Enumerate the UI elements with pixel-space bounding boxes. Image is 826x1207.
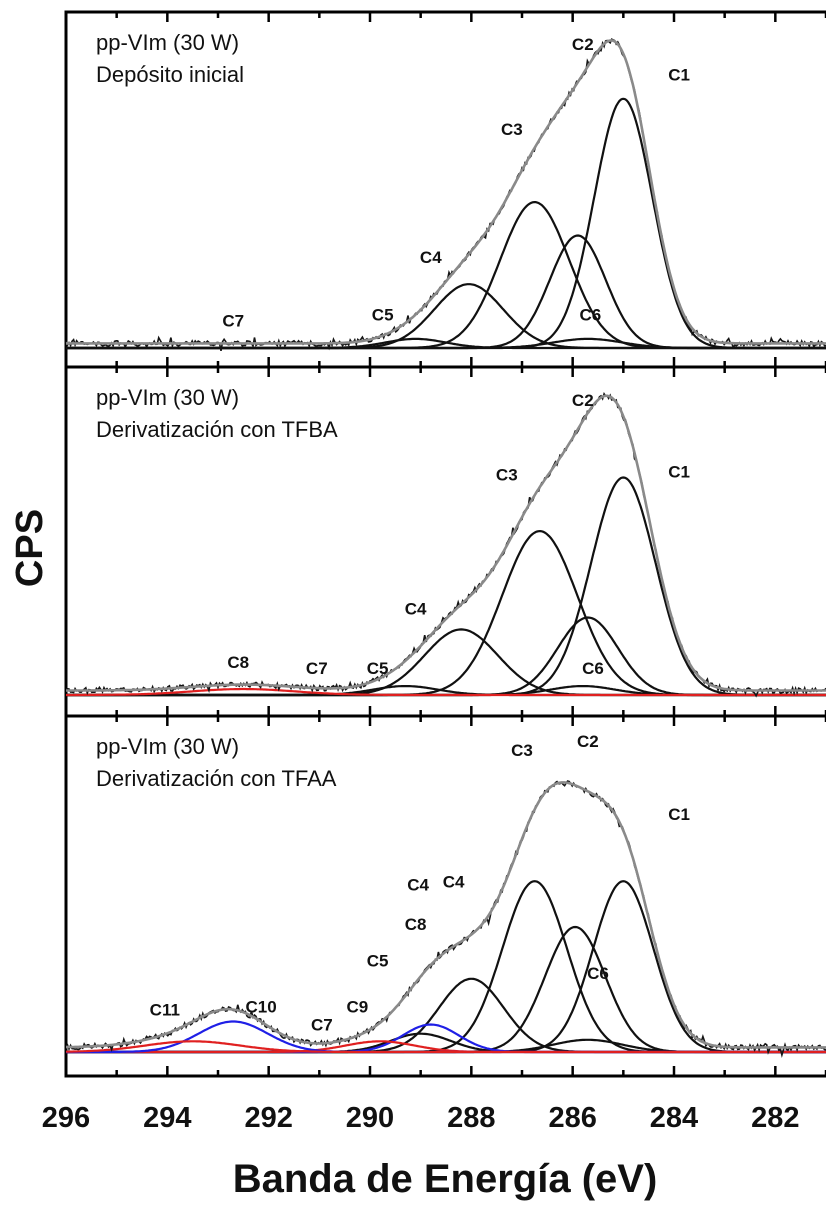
panel-title-line: Derivatización con TFBA — [96, 417, 338, 442]
peak-label-c3: C3 — [496, 465, 518, 484]
fit-envelope — [66, 394, 826, 692]
x-tick-label: 296 — [42, 1102, 90, 1134]
x-tick-labels: 296 294 292 290 288 286 284 282 — [42, 1102, 800, 1134]
peak-label-c1: C1 — [668, 65, 690, 84]
peak-label-c4: C4 — [405, 600, 427, 619]
peak-label-c6: C6 — [587, 964, 609, 983]
x-tick-label: 288 — [447, 1102, 495, 1134]
peak-label-c4: C4 — [443, 872, 465, 891]
component-curve-c8 — [66, 687, 826, 697]
peak-label-c7: C7 — [306, 659, 328, 678]
panel-title-line: Derivatización con TFAA — [96, 766, 337, 791]
peak-label-c7: C7 — [222, 312, 244, 331]
peak-label-c6: C6 — [580, 306, 602, 325]
x-axis-label: Banda de Energía (eV) — [233, 1157, 658, 1201]
peak-label-c5: C5 — [367, 659, 389, 678]
measured-spectrum — [65, 780, 826, 1059]
panel-2: pp-VIm (30 W) Derivatización con TFBA C1 C2… — [64, 365, 826, 718]
component-curve-c3 — [66, 201, 826, 350]
component-curve-c1 — [66, 97, 826, 350]
x-tick-label: 290 — [346, 1102, 394, 1134]
component-curve-c3 — [66, 529, 826, 697]
component-curve-c4 — [66, 283, 826, 350]
peak-label-c2: C2 — [577, 732, 599, 751]
fit-envelope — [66, 781, 826, 1049]
peak-label-c7: C7 — [311, 1016, 333, 1035]
peak-label-c4: C4 — [407, 875, 429, 894]
panel-3: pp-VIm (30 W) Derivatización con TFAA C1 C… — [64, 714, 826, 1078]
peak-label-c10: C10 — [245, 997, 276, 1016]
peak-label-c4: C4 — [420, 248, 442, 267]
panel-1: pp-VIm (30 W) Depósito inicial C1 C2 C3 C4 C5 C… — [64, 10, 826, 369]
peak-label-c1: C1 — [668, 805, 690, 824]
panels-group: pp-VIm (30 W) Depósito inicial C1 C2 C3 C4 C5 C… — [64, 10, 826, 1078]
panel-title-line: pp-VIm (30 W) — [96, 734, 239, 759]
x-tick-label: 282 — [751, 1102, 799, 1134]
component-curve-c1 — [66, 476, 826, 697]
y-axis-label: CPS — [9, 509, 51, 587]
peak-label-c3: C3 — [511, 741, 533, 760]
x-tick-label: 292 — [244, 1102, 292, 1134]
peak-label-c2: C2 — [572, 35, 594, 54]
fit-envelope — [66, 39, 826, 345]
x-tick-label: 284 — [650, 1102, 698, 1134]
panel-title-line: pp-VIm (30 W) — [96, 30, 239, 55]
panel-frame — [64, 714, 826, 1078]
peak-label-c9: C9 — [346, 997, 368, 1016]
peak-label-c11: C11 — [150, 1000, 180, 1019]
peak-label-c2: C2 — [572, 391, 594, 410]
component-curve-c2 — [66, 234, 826, 350]
peak-label-c6: C6 — [582, 659, 604, 678]
component-curve-c2 — [66, 925, 826, 1054]
x-tick-label: 286 — [548, 1102, 596, 1134]
peak-label-c1: C1 — [668, 462, 690, 481]
peak-label-c5: C5 — [367, 952, 389, 971]
component-curve-c6 — [66, 337, 826, 350]
peak-label-c3: C3 — [501, 120, 523, 139]
peak-label-c5: C5 — [372, 306, 394, 325]
peak-label-c8: C8 — [405, 915, 427, 934]
panel-title-line: pp-VIm (30 W) — [96, 385, 239, 410]
component-curve-c11 — [66, 1040, 826, 1054]
x-tick-label: 294 — [143, 1102, 191, 1134]
peak-label-c8: C8 — [227, 653, 249, 672]
panel-title-line: Depósito inicial — [96, 62, 244, 87]
